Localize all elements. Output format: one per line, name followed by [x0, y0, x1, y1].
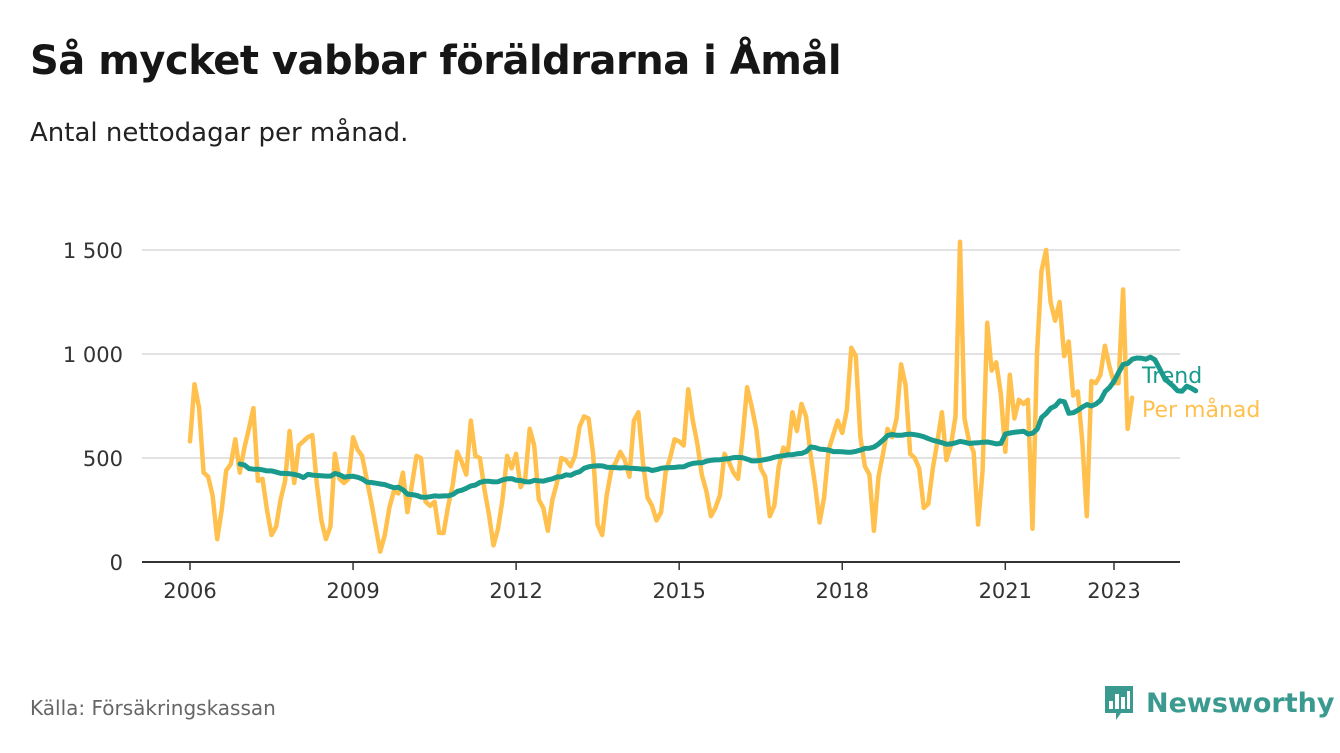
newsworthy-brand[interactable]: Newsworthy — [1102, 683, 1334, 723]
series-line-trend — [237, 354, 1199, 500]
x-tick-label-2006: 2006 — [163, 579, 216, 603]
legend-label-per-manad: Per månad — [1142, 397, 1260, 423]
legend-label-trend: Trend — [1141, 364, 1202, 389]
brand-name: Newsworthy — [1146, 687, 1335, 719]
y-tick-label-1000: 1 000 — [63, 343, 123, 367]
series-line-per-m-nad — [187, 239, 1135, 554]
x-tick-label-2015: 2015 — [652, 579, 705, 603]
y-tick-label-500: 500 — [83, 447, 123, 471]
source-note: Källa: Försäkringskassan — [30, 696, 276, 720]
x-tick-label-2009: 2009 — [326, 579, 379, 603]
bar-chart-speech-bubble-icon — [1105, 686, 1133, 720]
x-tick-label-2021: 2021 — [979, 579, 1032, 603]
x-tick-label-2012: 2012 — [489, 579, 542, 603]
line-chart: 0 500 1 000 1 500 2006 2009 2012 2015 2018 2021 20… — [63, 239, 1260, 603]
y-tick-label-1500: 1 500 — [63, 239, 123, 263]
y-tick-label-0: 0 — [110, 551, 123, 575]
x-tick-label-2023: 2023 — [1087, 579, 1140, 603]
chart-subtitle: Antal nettodagar per månad. — [30, 118, 409, 148]
x-tick-label-2018: 2018 — [816, 579, 869, 603]
chart-title: Så mycket vabbar föräldrarna i Åmål — [30, 38, 842, 84]
